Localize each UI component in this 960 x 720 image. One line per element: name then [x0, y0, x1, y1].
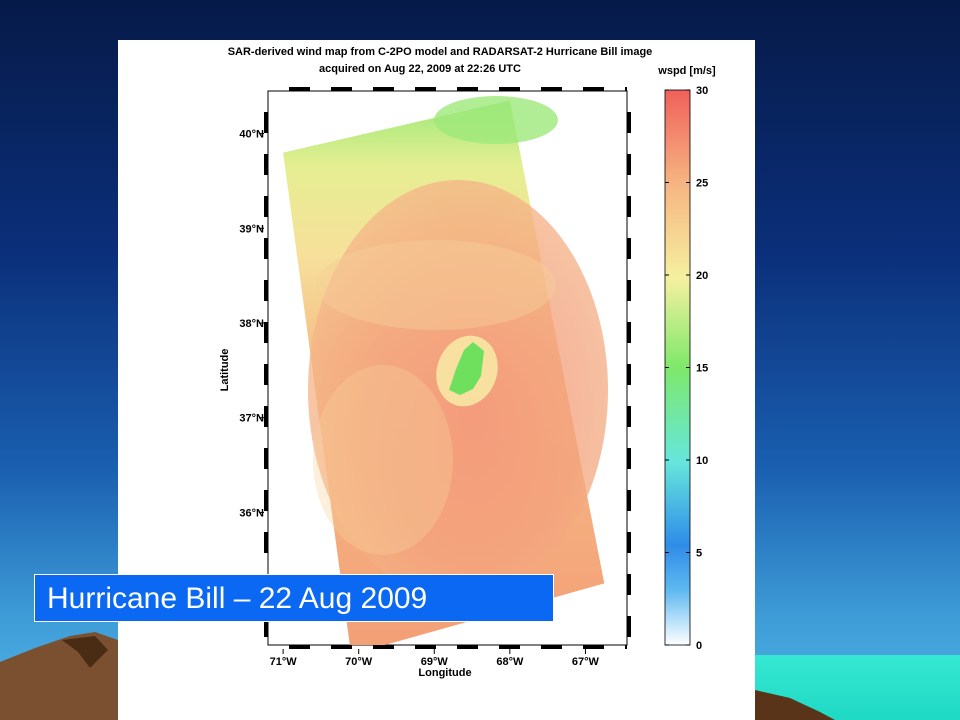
frame-tick-bottom: [541, 645, 562, 649]
colorbar-tick-label: 0: [696, 640, 702, 652]
frame-tick-bottom: [289, 645, 310, 649]
y-axis-label: Latitude: [219, 349, 231, 392]
frame-tick-left: [264, 616, 268, 637]
frame-tick-left: [264, 406, 268, 427]
frame-tick-left: [264, 238, 268, 259]
frame-tick-top: [499, 87, 520, 91]
frame-tick-top: [457, 87, 478, 91]
frame-tick-left: [264, 322, 268, 343]
colorbar-tick-label: 30: [696, 85, 708, 97]
frame-tick-left: [264, 154, 268, 175]
colorbar-tick-label: 15: [696, 363, 708, 375]
frame-tick-right: [627, 154, 631, 175]
frame-tick-left: [264, 490, 268, 511]
frame-tick-left: [264, 112, 268, 133]
left-hill-shadow: [62, 636, 108, 668]
x-tick-label: 70°W: [345, 656, 373, 668]
x-tick-labels: 71°W 70°W 69°W 68°W 67°W: [270, 649, 600, 668]
frame-tick-top: [373, 87, 394, 91]
rainband-light-2: [313, 365, 453, 555]
colorbar-tick-label: 5: [696, 548, 702, 560]
map-frame-ticks: [264, 87, 631, 649]
frame-tick-right: [627, 574, 631, 595]
frame-tick-bottom: [499, 645, 520, 649]
chart-title: SAR-derived wind map from C-2PO model an…: [228, 46, 653, 58]
colorbar-tick-label: 20: [696, 270, 708, 282]
colorbar: [664, 89, 691, 646]
figure-panel: SAR-derived wind map from C-2PO model an…: [118, 40, 755, 720]
frame-tick-right: [627, 280, 631, 301]
chart-subtitle: acquired on Aug 22, 2009 at 22:26 UTC: [319, 63, 521, 75]
frame-tick-right: [627, 532, 631, 553]
frame-tick-top: [541, 87, 562, 91]
frame-tick-right: [627, 112, 631, 133]
frame-tick-bottom: [457, 645, 478, 649]
colorbar-label: wspd [m/s]: [657, 65, 716, 77]
x-axis-label: Longitude: [418, 667, 471, 679]
frame-tick-right: [627, 490, 631, 511]
frame-tick-top: [289, 87, 310, 91]
frame-tick-right: [627, 406, 631, 427]
wind-swath: [283, 96, 608, 645]
rainband-light: [316, 240, 556, 330]
frame-tick-left: [264, 364, 268, 385]
frame-tick-left: [264, 280, 268, 301]
wind-map-chart: SAR-derived wind map from C-2PO model an…: [219, 46, 716, 679]
y-tick-label: 37°N: [239, 413, 264, 425]
y-tick-label: 36°N: [239, 507, 264, 519]
colorbar-ticks: 0 5 10 15 20 25 30: [665, 85, 708, 652]
y-tick-labels: 36°N 37°N 38°N 39°N 40°N: [239, 129, 264, 520]
colorbar-tick-label: 25: [696, 178, 708, 190]
frame-tick-right: [627, 448, 631, 469]
frame-tick-bottom: [373, 645, 394, 649]
x-tick-label: 67°W: [572, 656, 600, 668]
frame-tick-bottom: [331, 645, 352, 649]
colorbar-tick-label: 10: [696, 455, 708, 467]
y-tick-label: 39°N: [239, 223, 264, 235]
frame-tick-bottom: [583, 645, 604, 649]
slide-caption: Hurricane Bill – 22 Aug 2009: [34, 574, 554, 622]
frame-tick-right: [627, 616, 631, 637]
frame-tick-left: [264, 448, 268, 469]
frame-tick-top: [415, 87, 436, 91]
x-tick-label: 69°W: [421, 656, 449, 668]
x-tick-label: 71°W: [270, 656, 298, 668]
frame-tick-right: [627, 238, 631, 259]
frame-tick-top: [583, 87, 604, 91]
frame-tick-right: [627, 364, 631, 385]
frame-tick-right: [627, 322, 631, 343]
right-hill: [755, 690, 835, 720]
frame-tick-left: [264, 532, 268, 553]
frame-tick-top: [331, 87, 352, 91]
frame-tick-top: [625, 87, 627, 91]
x-tick-label: 68°W: [496, 656, 524, 668]
frame-tick-bottom: [415, 645, 436, 649]
frame-tick-right: [627, 196, 631, 217]
frame-tick-bottom: [625, 645, 627, 649]
north-calm-zone: [434, 96, 558, 144]
y-tick-label: 38°N: [239, 318, 264, 330]
hurricane-eye: [449, 342, 484, 395]
frame-tick-left: [264, 196, 268, 217]
y-tick-label: 40°N: [239, 129, 264, 141]
